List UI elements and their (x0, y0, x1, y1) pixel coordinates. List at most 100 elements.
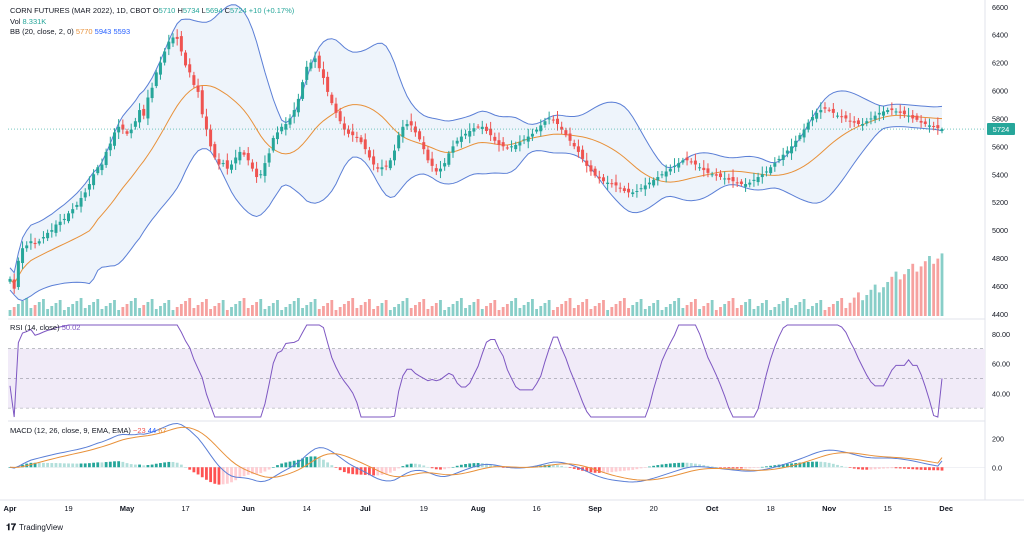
macd-histogram-bar (489, 464, 493, 468)
candle-body (275, 132, 279, 140)
candle-body (785, 150, 789, 154)
macd-histogram-bar (117, 461, 121, 468)
macd-histogram-bar (88, 463, 91, 468)
macd-histogram-bar (355, 467, 359, 475)
macd-histogram-bar (330, 465, 334, 468)
time-axis-tick: 15 (883, 504, 891, 513)
macd-histogram-bar (673, 463, 676, 468)
tradingview-logo[interactable]: 𝟏𝟕 TradingView (6, 522, 63, 533)
candle (773, 157, 777, 172)
volume-bar (940, 253, 944, 316)
candle (317, 51, 321, 72)
macd-histogram-bar (175, 462, 179, 468)
candle-body (514, 144, 518, 150)
macd-histogram-bar (83, 463, 87, 468)
candle (138, 103, 142, 129)
rsi-axis-tick: 60.00 (992, 360, 1010, 369)
candle-body (372, 156, 376, 165)
candle-body (200, 90, 204, 115)
candle (589, 160, 593, 176)
candle-body (413, 126, 417, 133)
candle-body (836, 115, 840, 117)
candle (810, 110, 814, 127)
candle (593, 166, 597, 178)
volume-bar (723, 304, 727, 316)
candle (873, 111, 877, 124)
candle-body (313, 58, 317, 63)
candle-body (209, 129, 213, 147)
candle (250, 159, 254, 172)
candle-body (806, 122, 810, 130)
macd-histogram-bar (585, 467, 589, 472)
candle-body (79, 197, 83, 207)
volume-bar (384, 300, 388, 316)
time-axis-tick: 14 (303, 504, 311, 513)
volume-bar (104, 306, 108, 316)
volume-bar (418, 302, 421, 316)
candle (890, 102, 894, 116)
macd-histogram-bar (108, 461, 112, 468)
volume-bar (280, 310, 284, 316)
candle (610, 178, 614, 188)
volume-bar (652, 303, 656, 316)
macd-histogram-bar (622, 467, 626, 471)
candle-body (698, 167, 702, 169)
macd-histogram-bar (940, 467, 944, 471)
candle (100, 158, 104, 176)
bb-upper-line (9, 4, 943, 274)
candle (142, 104, 146, 120)
candle (535, 127, 539, 134)
candle (430, 151, 434, 172)
candle-body (422, 142, 426, 150)
macd-histogram-bar (238, 467, 242, 478)
macd-histogram-bar (706, 465, 710, 468)
candle-body (438, 168, 442, 172)
volume-bar (288, 304, 292, 316)
price-axis-tick: 5000 (992, 226, 1008, 235)
candle-body (923, 121, 927, 125)
candle (794, 135, 798, 152)
macd-histogram-bar (372, 467, 376, 476)
candle-body (121, 124, 125, 130)
macd-histogram-bar (589, 467, 593, 473)
last-price-badge-text: 5724 (993, 125, 1010, 134)
volume-bar (96, 299, 100, 316)
volume-bar (597, 303, 601, 316)
candle (555, 110, 559, 131)
candle (585, 152, 589, 173)
candle-body (171, 37, 175, 44)
macd-histogram-bar (322, 459, 325, 468)
ohlc-l-label: L (201, 6, 206, 15)
macd-histogram-bar (915, 467, 919, 470)
candle (769, 164, 773, 176)
macd-histogram-bar (71, 463, 75, 468)
macd-histogram-bar (263, 467, 267, 472)
candle-body (710, 174, 714, 176)
volume-bar (501, 307, 505, 316)
volume-bar (401, 301, 405, 316)
price-axis-tick: 5800 (992, 114, 1008, 123)
macd-histogram-bar (756, 467, 760, 468)
volume-bar (259, 299, 263, 316)
time-axis-tick: Jun (242, 504, 256, 513)
macd-histogram-bar (113, 461, 116, 468)
macd-histogram-bar (271, 467, 275, 468)
macd-histogram-bar (635, 467, 639, 470)
candle (158, 56, 162, 80)
macd-histogram-bar (368, 467, 371, 476)
candle (802, 123, 806, 143)
macd-histogram-bar (848, 467, 852, 468)
macd-histogram-bar (92, 462, 95, 468)
macd-histogram-bar (67, 463, 70, 468)
candle-body (184, 52, 188, 66)
macd-histogram-bar (844, 466, 848, 468)
candle (902, 106, 906, 118)
candle (58, 213, 62, 232)
candle (209, 124, 213, 151)
macd-hist-value: −23 (132, 426, 146, 435)
macd-histogram-bar (852, 467, 856, 469)
macd-histogram-bar (50, 463, 54, 468)
candle (677, 158, 681, 172)
candle (581, 145, 585, 163)
